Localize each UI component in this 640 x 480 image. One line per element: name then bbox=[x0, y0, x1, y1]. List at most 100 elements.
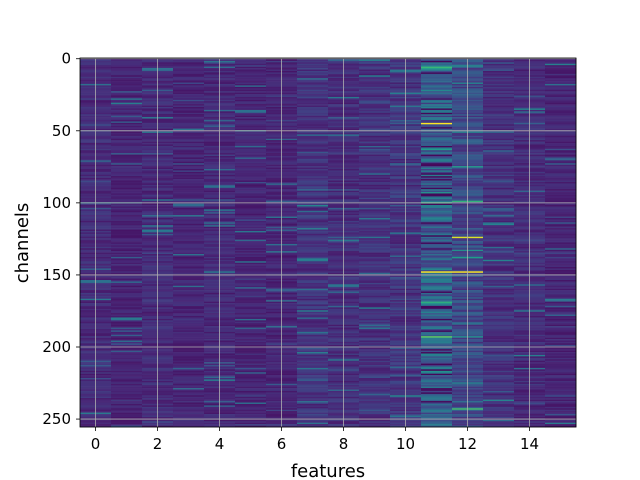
heatmap-cell bbox=[235, 206, 267, 209]
heatmap-cell bbox=[421, 389, 453, 392]
heatmap-cell bbox=[359, 72, 391, 75]
heatmap-cell bbox=[359, 160, 391, 163]
heatmap-cell bbox=[359, 343, 391, 346]
heatmap-cell bbox=[545, 226, 577, 229]
x-tick-label: 8 bbox=[339, 435, 349, 453]
heatmap-cell bbox=[297, 292, 329, 295]
heatmap-cell bbox=[111, 141, 143, 144]
heatmap-cell bbox=[297, 59, 329, 62]
heatmap-cell bbox=[297, 108, 329, 111]
heatmap-cell bbox=[235, 272, 267, 275]
heatmap-cell bbox=[235, 386, 267, 389]
heatmap-cell bbox=[235, 105, 267, 108]
heatmap-cell bbox=[173, 109, 205, 112]
heatmap-cell bbox=[111, 73, 143, 76]
heatmap-cell bbox=[235, 96, 267, 99]
heatmap-cell bbox=[297, 303, 329, 305]
heatmap-cell bbox=[235, 327, 267, 330]
x-tick-label: 4 bbox=[215, 435, 225, 453]
heatmap-cell bbox=[235, 271, 267, 274]
heatmap-cell bbox=[421, 233, 453, 236]
heatmap-cell bbox=[421, 241, 453, 243]
heatmap-cell bbox=[545, 326, 577, 328]
heatmap-cell bbox=[235, 409, 267, 412]
heatmap-cell bbox=[173, 121, 205, 124]
grid-lines bbox=[80, 58, 576, 427]
heatmap-cell bbox=[359, 62, 391, 65]
heatmap-cell bbox=[297, 379, 329, 382]
heatmap-cell bbox=[297, 102, 329, 105]
heatmap-cell bbox=[297, 181, 329, 184]
heatmap-cell bbox=[545, 275, 577, 278]
heatmap-cell bbox=[111, 300, 143, 302]
heatmap-cell bbox=[235, 245, 267, 248]
heatmap-cell bbox=[359, 269, 391, 272]
heatmap-cell bbox=[545, 150, 577, 152]
heatmap-cell bbox=[173, 248, 205, 251]
heatmap-cell bbox=[359, 143, 391, 145]
heatmap-cell bbox=[111, 386, 143, 389]
heatmap-cell bbox=[483, 321, 515, 324]
heatmap-cell bbox=[421, 323, 453, 325]
heatmap-cell bbox=[235, 339, 267, 341]
heatmap-cell bbox=[173, 401, 205, 403]
heatmap-cell bbox=[297, 98, 329, 101]
heatmap-cell bbox=[111, 79, 143, 82]
heatmap-cell bbox=[235, 365, 267, 367]
heatmap-cell bbox=[173, 300, 205, 302]
heatmap-cell bbox=[173, 316, 205, 318]
heatmap-cell bbox=[421, 268, 453, 271]
heatmap-cell bbox=[297, 373, 329, 376]
heatmap-cell bbox=[483, 310, 515, 312]
heatmap-cell bbox=[297, 421, 329, 423]
heatmap-cell bbox=[483, 115, 515, 118]
heatmap-cell bbox=[421, 153, 453, 155]
heatmap-cell bbox=[545, 220, 577, 223]
heatmap-cell bbox=[359, 314, 391, 317]
heatmap-cell bbox=[483, 279, 515, 282]
heatmap-cell bbox=[483, 114, 515, 116]
heatmap-cell bbox=[483, 233, 515, 236]
heatmap-cell bbox=[235, 193, 267, 196]
heatmap-cell bbox=[483, 328, 515, 331]
heatmap-cell bbox=[297, 157, 329, 160]
heatmap-cell bbox=[421, 334, 453, 337]
heatmap-cell bbox=[483, 359, 515, 361]
heatmap-cell bbox=[421, 174, 453, 177]
heatmap-cell bbox=[421, 362, 453, 364]
heatmap-cell bbox=[235, 401, 267, 403]
heatmap-cell bbox=[421, 372, 453, 374]
heatmap-cell bbox=[297, 339, 329, 341]
heatmap-cell bbox=[421, 365, 453, 367]
heatmap-cell bbox=[359, 147, 391, 150]
heatmap-cell bbox=[235, 222, 267, 225]
heatmap-cell bbox=[483, 316, 515, 318]
heatmap-cell bbox=[297, 282, 329, 285]
heatmap-cell bbox=[297, 167, 329, 170]
heatmap-cell bbox=[111, 388, 143, 390]
heatmap-cell bbox=[173, 213, 205, 216]
heatmap-cell bbox=[173, 220, 205, 223]
heatmap-cell bbox=[359, 131, 391, 134]
heatmap-cell bbox=[545, 291, 577, 294]
heatmap-cell bbox=[359, 78, 391, 80]
heatmap-cell bbox=[297, 174, 329, 177]
heatmap-cell bbox=[111, 422, 143, 425]
heatmap-cell bbox=[111, 179, 143, 181]
heatmap-cell bbox=[421, 396, 453, 399]
heatmap-cell bbox=[545, 68, 577, 70]
heatmap-cell bbox=[111, 153, 143, 155]
heatmap-cell bbox=[545, 85, 577, 88]
heatmap-cell bbox=[545, 425, 577, 428]
heatmap-cell bbox=[297, 112, 329, 115]
heatmap-cell bbox=[359, 173, 391, 176]
heatmap-cell bbox=[545, 223, 577, 226]
heatmap-cell bbox=[359, 114, 391, 116]
heatmap-cell bbox=[297, 401, 329, 403]
heatmap-cell bbox=[545, 278, 577, 281]
heatmap-cell bbox=[483, 127, 515, 129]
heatmap-cell bbox=[359, 156, 391, 158]
heatmap-cell bbox=[235, 73, 267, 76]
heatmap-cell bbox=[111, 353, 143, 356]
heatmap-cell bbox=[111, 347, 143, 350]
